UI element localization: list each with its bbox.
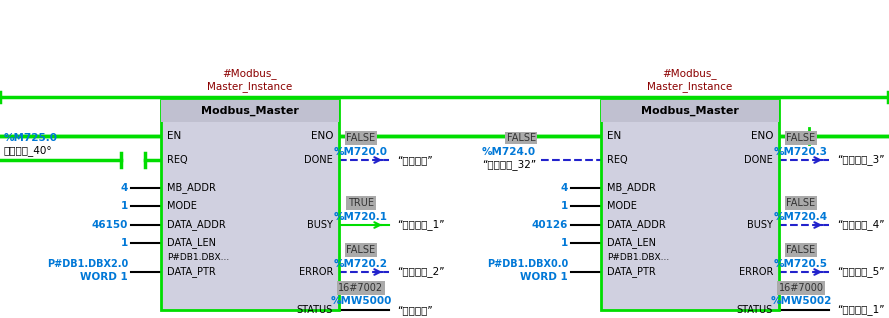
Text: “通讯代码_1”: “通讯代码_1” — [837, 305, 885, 315]
Text: FALSE: FALSE — [507, 133, 536, 143]
Text: “通讯中继”: “通讯中继” — [397, 155, 433, 165]
Text: %M720.4: %M720.4 — [774, 212, 828, 222]
Text: ENO: ENO — [750, 131, 773, 141]
Text: %M720.5: %M720.5 — [774, 259, 828, 269]
Text: 1: 1 — [121, 201, 128, 211]
Text: STATUS: STATUS — [737, 305, 773, 315]
Text: WORD 1: WORD 1 — [80, 272, 128, 282]
Text: 4: 4 — [561, 183, 568, 193]
Bar — [601, 100, 779, 310]
Text: FALSE: FALSE — [347, 245, 375, 255]
Text: ENO: ENO — [310, 131, 333, 141]
Text: BUSY: BUSY — [307, 220, 333, 230]
Text: FALSE: FALSE — [787, 133, 815, 143]
Text: MB_ADDR: MB_ADDR — [167, 183, 216, 193]
Text: %MW5002: %MW5002 — [770, 296, 832, 306]
Text: P#DB1.DBX2.0: P#DB1.DBX2.0 — [47, 259, 128, 269]
Text: %M720.1: %M720.1 — [334, 212, 388, 222]
Text: %M725.0: %M725.0 — [4, 133, 58, 143]
Text: EN: EN — [607, 131, 621, 141]
Text: MODE: MODE — [607, 201, 637, 211]
Text: “通讯中继_4”: “通讯中继_4” — [837, 219, 885, 231]
Text: P#DB1.DBX...: P#DB1.DBX... — [607, 253, 669, 262]
Text: 1: 1 — [561, 238, 568, 248]
Text: ERROR: ERROR — [739, 267, 773, 277]
Text: %M720.2: %M720.2 — [334, 259, 388, 269]
Text: DATA_PTR: DATA_PTR — [607, 266, 656, 277]
Text: FALSE: FALSE — [787, 198, 815, 208]
Text: Modbus_Master: Modbus_Master — [201, 106, 299, 116]
Text: REQ: REQ — [607, 155, 628, 165]
Text: EN: EN — [167, 131, 181, 141]
Text: P#DB1.DBX...: P#DB1.DBX... — [167, 253, 229, 262]
Text: “通讯中继_32”: “通讯中继_32” — [482, 160, 536, 170]
Text: MB_ADDR: MB_ADDR — [607, 183, 656, 193]
Text: ERROR: ERROR — [299, 267, 333, 277]
Text: REQ: REQ — [167, 155, 188, 165]
Text: FALSE: FALSE — [347, 133, 375, 143]
Text: FALSE: FALSE — [787, 245, 815, 255]
Text: WORD 1: WORD 1 — [520, 272, 568, 282]
Text: 46150: 46150 — [92, 220, 128, 230]
Bar — [161, 100, 339, 122]
Text: DONE: DONE — [304, 155, 333, 165]
Text: DATA_ADDR: DATA_ADDR — [607, 219, 666, 231]
Text: #Modbus_
Master_Instance: #Modbus_ Master_Instance — [647, 69, 733, 92]
Text: DONE: DONE — [744, 155, 773, 165]
Text: MODE: MODE — [167, 201, 196, 211]
Text: %M720.0: %M720.0 — [334, 147, 388, 157]
Text: 通讯中继_40°: 通讯中继_40° — [4, 146, 52, 156]
Text: Modbus_Master: Modbus_Master — [641, 106, 739, 116]
Text: STATUS: STATUS — [297, 305, 333, 315]
Text: 1: 1 — [121, 238, 128, 248]
Text: %M724.0: %M724.0 — [482, 147, 536, 157]
Bar — [601, 100, 779, 122]
Text: “通讯中继_2”: “通讯中继_2” — [397, 266, 444, 277]
Text: %MW5000: %MW5000 — [331, 296, 392, 306]
Text: %M720.3: %M720.3 — [774, 147, 828, 157]
Bar — [161, 100, 339, 310]
Text: 40126: 40126 — [532, 220, 568, 230]
Text: DATA_ADDR: DATA_ADDR — [167, 219, 226, 231]
Text: P#DB1.DBX0.0: P#DB1.DBX0.0 — [487, 259, 568, 269]
Text: #Modbus_
Master_Instance: #Modbus_ Master_Instance — [207, 69, 292, 92]
Text: 16#7002: 16#7002 — [339, 283, 383, 293]
Text: DATA_LEN: DATA_LEN — [607, 238, 656, 248]
Text: 4: 4 — [121, 183, 128, 193]
Text: DATA_LEN: DATA_LEN — [167, 238, 216, 248]
Text: TRUE: TRUE — [348, 198, 374, 208]
Text: 16#7000: 16#7000 — [779, 283, 823, 293]
Text: 1: 1 — [561, 201, 568, 211]
Text: “通讯代码”: “通讯代码” — [397, 305, 433, 315]
Text: BUSY: BUSY — [747, 220, 773, 230]
Text: “通讯中继_5”: “通讯中继_5” — [837, 266, 885, 277]
Text: “通讯中继_1”: “通讯中继_1” — [397, 219, 444, 231]
Text: “通讯中继_3”: “通讯中继_3” — [837, 155, 885, 165]
Text: DATA_PTR: DATA_PTR — [167, 266, 216, 277]
